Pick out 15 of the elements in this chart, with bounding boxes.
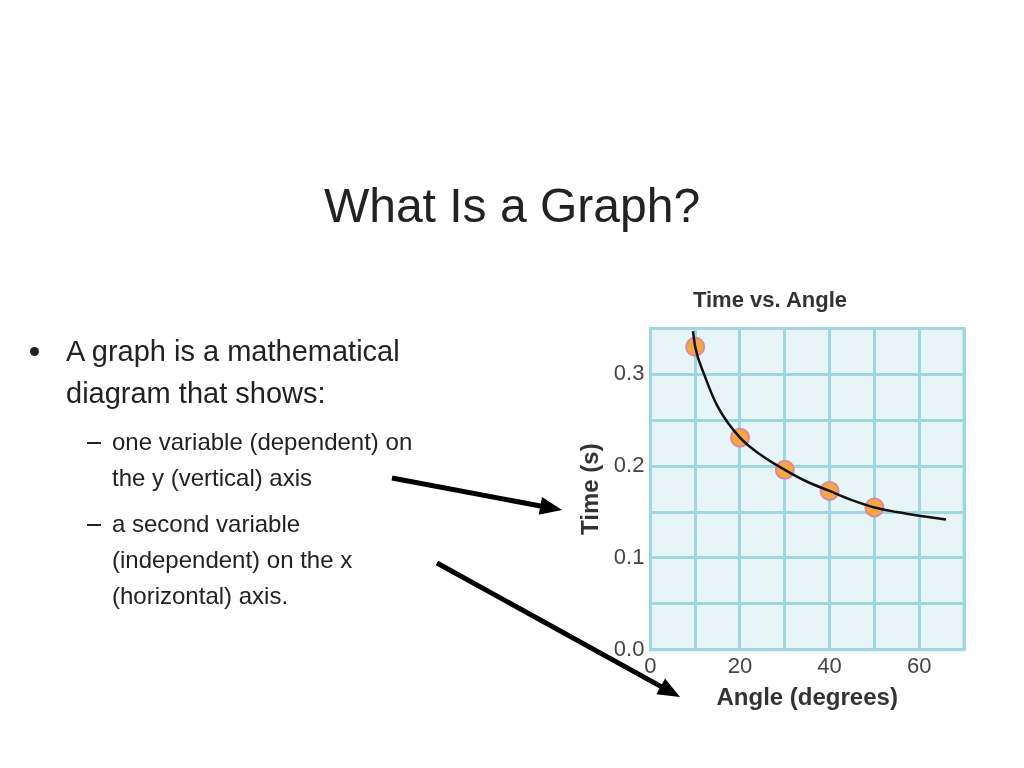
- text: a second variable (independent) on the x (horizontal) axis.: [112, 509, 354, 611]
- x-tick-label: 20: [727, 653, 753, 679]
- y-tick-label: 0.1: [613, 544, 645, 570]
- text: A graph is a mathematical diagram that shows:: [66, 334, 401, 411]
- x-tick-label: 0: [644, 653, 657, 679]
- x-tick-label: 60: [906, 653, 932, 679]
- y-axis-title: Time (s): [576, 443, 604, 535]
- x-tick-label: 40: [817, 653, 842, 679]
- text: one variable (dependent) on the y (vertical) axis: [112, 427, 414, 493]
- y-tick-label: 0.2: [613, 452, 645, 478]
- y-tick-label: 0.0: [613, 635, 645, 661]
- chart-title: Time vs. Angle: [692, 287, 848, 313]
- text: What Is a Graph?: [322, 178, 702, 233]
- y-tick-label: 0.3: [613, 360, 645, 386]
- x-axis-title: Angle (degrees): [716, 683, 898, 711]
